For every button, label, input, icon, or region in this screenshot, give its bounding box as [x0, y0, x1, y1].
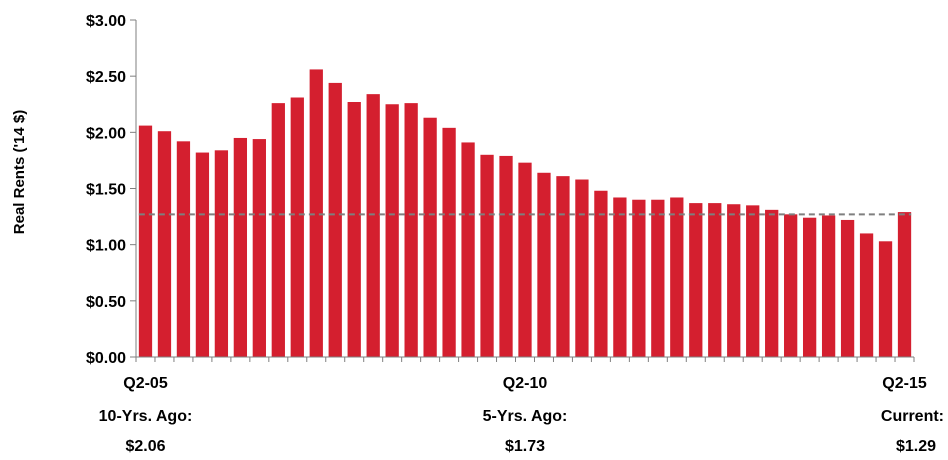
value-annotations: 10-Yrs. Ago: $2.06 5-Yrs. Ago: $1.73 Current… — [99, 408, 944, 455]
bar-Q2-11 — [594, 190, 608, 357]
bar-Q3-14 — [840, 219, 855, 357]
bar-Q2-05 — [138, 125, 153, 358]
bar-Q2-15 — [897, 212, 912, 357]
y-tick-label: $2.50 — [86, 69, 126, 86]
bar-Q3-10 — [537, 172, 551, 357]
y-tick-label: $2.00 — [86, 125, 126, 142]
y-tick-label: $0.50 — [86, 294, 126, 311]
bar-Q3-12 — [689, 203, 703, 357]
bar-Q2-13 — [746, 205, 760, 357]
y-tick-label: $0.00 — [86, 350, 126, 367]
bar-Q4-06 — [252, 139, 266, 357]
x-tick-label: Q2-10 — [503, 375, 548, 392]
bar-Q4-10 — [556, 176, 570, 357]
y-tick-label: $1.50 — [86, 182, 126, 199]
bar-Q1-13 — [727, 204, 741, 357]
x-tick-label: Q2-05 — [123, 375, 168, 392]
x-axis-ticks: Q2-05 Q2-10 Q2-15 — [123, 357, 927, 392]
bar-Q3-09 — [461, 142, 475, 357]
annotation-label: 10-Yrs. Ago: — [99, 408, 193, 425]
x-tick-label: Q2-15 — [882, 375, 927, 392]
bar-Q3-13 — [765, 209, 779, 357]
bar-Q3-05 — [157, 131, 172, 357]
bar-Q1-07 — [271, 103, 285, 357]
bar-Q2-14 — [821, 215, 836, 357]
y-tick-label: $1.00 — [86, 238, 126, 255]
bar-Q4-13 — [784, 214, 798, 357]
bar-Q4-05 — [176, 141, 191, 357]
annotation-label: Current: — [881, 408, 944, 425]
bar-Q3-07 — [309, 69, 323, 357]
bar-Q4-12 — [708, 203, 722, 357]
bar-Q3-06 — [233, 137, 248, 357]
bar-Q4-11 — [632, 199, 646, 357]
bar-Q1-11 — [575, 179, 589, 357]
bar-Q2-12 — [670, 197, 684, 357]
annotation-value: $2.06 — [125, 438, 165, 455]
bar-Q4-09 — [480, 154, 494, 357]
y-axis-label: Real Rents ('14 $) — [11, 110, 28, 234]
bar-Q4-07 — [328, 82, 342, 357]
bar-Q1-06 — [195, 152, 210, 357]
bar-Q2-09 — [442, 127, 456, 357]
bar-Q2-07 — [290, 97, 304, 357]
bar-Q1-15 — [878, 241, 893, 357]
annotation-value: $1.73 — [505, 438, 545, 455]
bar-Q2-10 — [518, 162, 532, 357]
bar-Q1-09 — [423, 117, 437, 357]
bars — [138, 69, 912, 358]
y-axis-ticks: $0.00 $0.50 $1.00 $1.50 $2.00 $2.50 $3.00 — [86, 13, 136, 367]
bar-Q2-06 — [214, 150, 229, 357]
bar-Q4-14 — [859, 233, 874, 357]
annotation-label: 5-Yrs. Ago: — [483, 408, 568, 425]
bar-Q3-08 — [385, 104, 399, 357]
bar-Q2-08 — [366, 94, 380, 357]
bar-Q1-10 — [499, 155, 513, 357]
y-axis-label-group: Real Rents ('14 $) — [11, 110, 28, 234]
axes — [135, 20, 914, 358]
y-tick-label: $3.00 — [86, 13, 126, 30]
bar-Q4-08 — [404, 103, 418, 357]
annotation-value: $1.29 — [896, 438, 936, 455]
bar-Q3-11 — [613, 197, 627, 357]
bar-Q1-12 — [651, 199, 665, 357]
bar-Q1-08 — [347, 102, 361, 358]
bar-Q1-14 — [802, 217, 817, 357]
